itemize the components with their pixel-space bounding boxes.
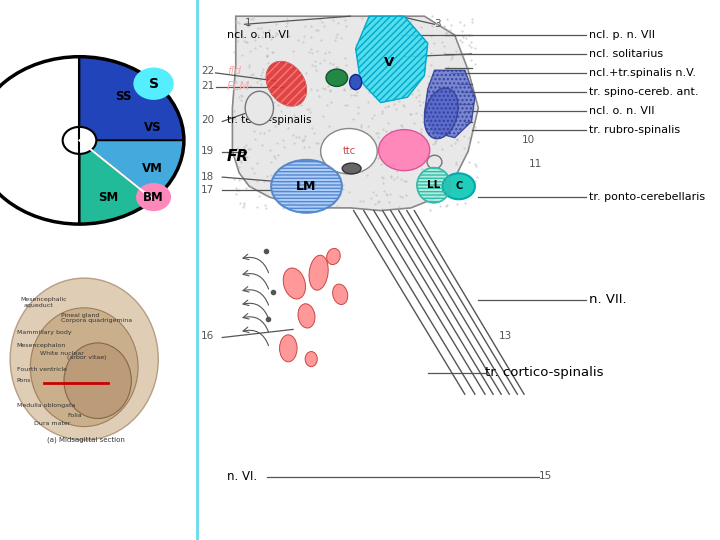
Text: Medulla oblongata: Medulla oblongata <box>17 402 75 408</box>
Ellipse shape <box>309 255 328 290</box>
Circle shape <box>133 68 174 100</box>
Text: n. VII.: n. VII. <box>590 293 627 306</box>
Text: 11: 11 <box>528 159 542 168</box>
Text: tr. tecto-spinalis: tr. tecto-spinalis <box>227 116 312 125</box>
Wedge shape <box>79 57 184 140</box>
Wedge shape <box>0 56 79 225</box>
Ellipse shape <box>10 278 158 440</box>
Text: Mammillary body: Mammillary body <box>17 329 71 335</box>
Circle shape <box>326 69 348 86</box>
Text: 17: 17 <box>201 185 215 194</box>
Text: fld: fld <box>227 66 241 76</box>
Ellipse shape <box>246 91 274 125</box>
Text: tr. rubro-spinalis: tr. rubro-spinalis <box>590 125 680 134</box>
Text: ncl.+tr.spinalis n.V.: ncl.+tr.spinalis n.V. <box>590 68 696 78</box>
Text: V: V <box>384 56 395 69</box>
Text: VS: VS <box>144 122 161 134</box>
Wedge shape <box>79 140 184 200</box>
Text: ncl. solitarius: ncl. solitarius <box>590 49 664 59</box>
Text: Dura mater: Dura mater <box>34 421 70 427</box>
Text: ncl. p. n. VII: ncl. p. n. VII <box>590 30 655 40</box>
Circle shape <box>443 173 475 199</box>
Ellipse shape <box>327 248 341 265</box>
Text: BM: BM <box>143 191 164 204</box>
Text: 20: 20 <box>201 116 215 125</box>
Text: 18: 18 <box>201 172 215 181</box>
Text: 22: 22 <box>201 66 215 76</box>
Ellipse shape <box>30 308 138 427</box>
Text: Pons: Pons <box>17 378 32 383</box>
Text: Mesencephalic: Mesencephalic <box>20 297 67 302</box>
Text: (a) Midsagittal section: (a) Midsagittal section <box>47 437 125 443</box>
Ellipse shape <box>283 268 305 299</box>
Polygon shape <box>356 16 428 103</box>
Ellipse shape <box>417 167 451 202</box>
Ellipse shape <box>298 304 315 328</box>
Text: 19: 19 <box>201 146 215 156</box>
Text: n. VI.: n. VI. <box>227 470 257 483</box>
Text: C: C <box>455 181 462 191</box>
Text: LL: LL <box>427 180 441 190</box>
Circle shape <box>63 127 96 154</box>
Text: 16: 16 <box>201 332 215 341</box>
Text: 13: 13 <box>498 331 512 341</box>
Ellipse shape <box>342 163 361 174</box>
Text: 15: 15 <box>539 471 552 481</box>
Text: LM: LM <box>297 180 317 193</box>
Text: S: S <box>148 77 158 91</box>
Ellipse shape <box>427 156 442 168</box>
Ellipse shape <box>64 343 131 418</box>
Wedge shape <box>0 140 79 224</box>
Circle shape <box>136 183 171 211</box>
Circle shape <box>379 130 430 171</box>
Text: ttc: ttc <box>343 146 356 156</box>
Ellipse shape <box>271 160 342 213</box>
Polygon shape <box>424 70 475 138</box>
Text: FR: FR <box>227 149 249 164</box>
Text: SS: SS <box>115 90 132 103</box>
Text: Pineal gland: Pineal gland <box>60 313 99 319</box>
Text: 10: 10 <box>522 136 535 145</box>
Text: 1: 1 <box>245 18 251 28</box>
Text: ncl. o. n. VII: ncl. o. n. VII <box>590 106 655 116</box>
Text: FLM: FLM <box>227 80 251 93</box>
Ellipse shape <box>350 75 361 90</box>
Circle shape <box>320 129 377 174</box>
Text: VM: VM <box>142 161 163 174</box>
Ellipse shape <box>333 284 348 305</box>
Text: White nuclear: White nuclear <box>40 351 84 356</box>
Text: Fourth ventricle: Fourth ventricle <box>17 367 67 373</box>
Wedge shape <box>79 140 153 224</box>
Ellipse shape <box>279 335 297 362</box>
Ellipse shape <box>305 352 318 367</box>
Text: SM: SM <box>99 191 119 204</box>
Text: Mesencephalon: Mesencephalon <box>17 343 66 348</box>
Text: Folia: Folia <box>68 413 82 418</box>
Text: ncl. o. n. VI: ncl. o. n. VI <box>227 30 289 40</box>
Text: tr. spino-cereb. ant.: tr. spino-cereb. ant. <box>590 87 699 97</box>
Text: 3: 3 <box>434 19 441 29</box>
Text: 21: 21 <box>201 82 215 91</box>
Polygon shape <box>233 16 478 211</box>
Text: LM: LM <box>297 180 317 193</box>
Ellipse shape <box>424 88 458 139</box>
Ellipse shape <box>266 62 306 106</box>
Text: (arbor vitae): (arbor vitae) <box>68 355 107 360</box>
Text: Corpora quadrigemina: Corpora quadrigemina <box>60 318 132 323</box>
Text: aqueduct: aqueduct <box>24 302 53 308</box>
Text: tr. cortico-spinalis: tr. cortico-spinalis <box>485 366 603 379</box>
Text: tr. ponto-cerebellaris: tr. ponto-cerebellaris <box>590 192 706 202</box>
